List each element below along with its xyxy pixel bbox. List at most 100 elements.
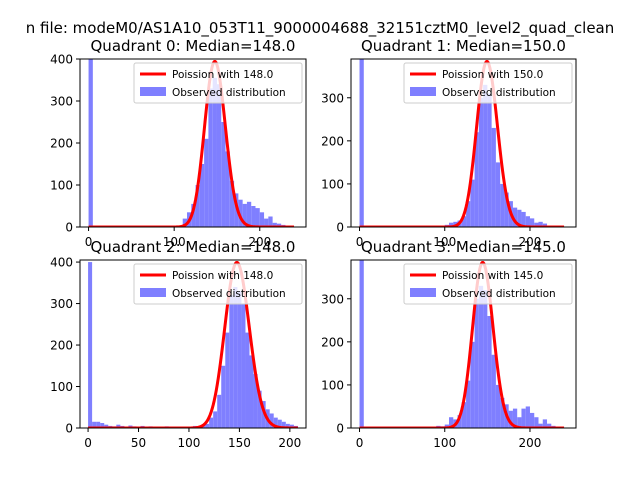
histogram-bar	[225, 151, 230, 227]
histogram-bar	[474, 132, 479, 227]
histogram-bar	[229, 295, 234, 428]
legend-hist-swatch	[140, 87, 166, 96]
histogram-bar	[487, 316, 492, 428]
histogram-bar	[534, 222, 539, 227]
y-tick-label: 200	[321, 335, 344, 349]
panel-title: Quadrant 1: Median=150.0	[361, 37, 566, 55]
histogram-bar	[457, 415, 462, 428]
histogram-bar	[216, 84, 222, 227]
histogram-bar	[245, 332, 250, 428]
histogram-bar	[517, 417, 522, 428]
histogram-bar	[257, 390, 262, 428]
x-tick-label: 100	[433, 235, 456, 249]
histogram-bar	[88, 59, 93, 227]
x-tick-label: 200	[519, 235, 542, 249]
histogram-bar	[276, 223, 282, 227]
histogram-bar	[461, 402, 467, 428]
histogram-bar	[470, 341, 475, 428]
panel-title: Quadrant 3: Median=145.0	[361, 238, 566, 256]
y-tick-label: 100	[50, 380, 73, 394]
histogram-bar	[259, 212, 265, 227]
histogram-bar	[277, 419, 282, 428]
histogram-bar	[449, 222, 454, 227]
histogram-bar	[237, 291, 242, 428]
histogram-bar	[213, 411, 218, 428]
x-tick-label: 150	[228, 436, 251, 450]
histogram-bar	[470, 179, 475, 227]
histogram-bar	[538, 221, 543, 227]
legend-hist-swatch	[140, 288, 166, 297]
legend-box	[133, 263, 303, 305]
x-tick-label: 50	[131, 436, 146, 450]
histogram-bar	[88, 262, 93, 428]
histogram-bar	[521, 211, 526, 227]
histogram-bar	[444, 424, 450, 428]
histogram-bar	[483, 84, 488, 227]
y-tick-label: 100	[321, 177, 344, 191]
histogram-bar	[182, 218, 188, 227]
y-tick-label: 300	[321, 292, 344, 306]
legend-label: Poission with 150.0	[442, 69, 543, 81]
legend: Poission with 148.0 Observed distribution	[133, 263, 303, 305]
y-tick-label: 300	[321, 91, 344, 105]
legend-hist-swatch	[410, 288, 436, 297]
x-tick-label: 0	[85, 235, 93, 249]
histogram-bar	[273, 417, 278, 428]
histogram-bar	[249, 355, 254, 428]
histogram-bar	[233, 286, 238, 428]
histogram-bar	[474, 298, 479, 428]
histogram-bar	[483, 290, 488, 428]
histogram-bar	[264, 218, 269, 227]
axes-frame	[79, 259, 307, 429]
panels: 0 100 200 300 400 0 100 200 Quadrant 0: Median=1…	[50, 37, 577, 450]
panel-title: Quadrant 0: Median=148.0	[91, 37, 296, 55]
histogram-bar	[359, 260, 364, 428]
histogram-bar	[534, 417, 539, 428]
histogram-bar	[478, 97, 484, 227]
histogram-bar	[195, 185, 200, 227]
histogram-bar	[281, 421, 286, 428]
histogram-bar	[212, 77, 217, 227]
histogram-bar	[542, 223, 548, 227]
x-tick-label: 100	[178, 436, 201, 450]
axes-frame	[350, 259, 577, 429]
panel-title: Quadrant 2: Median=148.0	[91, 238, 296, 256]
legend-hist-swatch	[410, 87, 436, 96]
histogram-bar	[268, 216, 273, 227]
histogram-bar	[547, 423, 552, 428]
histogram-bar	[529, 412, 535, 428]
histogram-bar	[246, 201, 252, 227]
y-tick-label: 200	[50, 137, 73, 151]
x-tick-label: 100	[433, 436, 456, 450]
legend-box	[403, 62, 573, 104]
histogram-bar	[521, 408, 526, 428]
histogram-bar	[517, 209, 522, 227]
x-tick-label: 0	[356, 436, 364, 450]
legend-label: Poission with 148.0	[172, 69, 273, 81]
histogram-bar	[466, 380, 471, 428]
histogram-bar	[241, 303, 246, 428]
histogram-bar	[478, 285, 484, 428]
histogram-bar	[449, 417, 454, 428]
legend-label: Observed distribution	[442, 288, 556, 300]
histogram-bar	[538, 423, 543, 428]
figure-suptitle: n file: modeM0/AS1A10_053T11_9000004688_…	[26, 19, 615, 38]
y-tick-label: 400	[50, 256, 73, 270]
histogram-bar	[500, 397, 505, 428]
quadrant-panel-0: 0 100 200 300 400 0 100 200 Quadrant 0: Median=1…	[50, 37, 307, 249]
histogram-bar	[116, 424, 121, 428]
histogram-bar	[92, 421, 97, 428]
histogram-bar	[253, 374, 258, 428]
histogram-bar	[209, 417, 214, 428]
legend: Poission with 148.0 Observed distribution	[133, 62, 303, 104]
histogram-bar	[269, 413, 274, 428]
histogram-bar	[251, 206, 256, 227]
x-tick-label: 100	[163, 235, 186, 249]
x-tick-label: 200	[248, 235, 271, 249]
y-tick-label: 300	[50, 95, 73, 109]
quadrant-panel-1: 0 100 200 300 0 100 200 Quadrant 1: Median=150.…	[321, 37, 577, 249]
y-tick-label: 200	[321, 134, 344, 148]
histogram-bar	[238, 199, 243, 227]
histogram-bar	[208, 88, 213, 227]
histogram-bar	[289, 424, 294, 428]
